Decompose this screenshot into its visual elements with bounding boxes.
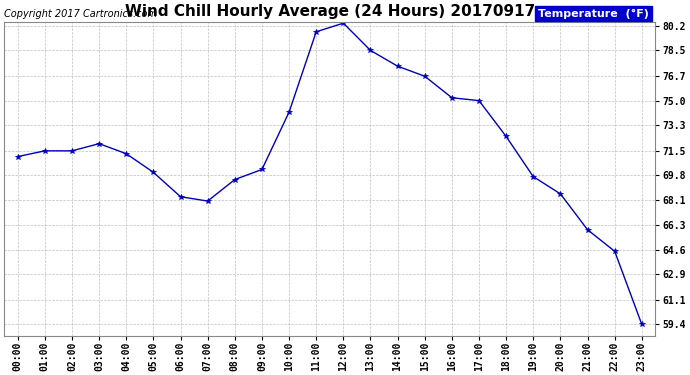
- Text: Copyright 2017 Cartronics.com: Copyright 2017 Cartronics.com: [4, 9, 157, 19]
- Text: Temperature  (°F): Temperature (°F): [538, 9, 649, 19]
- Title: Wind Chill Hourly Average (24 Hours) 20170917: Wind Chill Hourly Average (24 Hours) 201…: [125, 4, 535, 19]
